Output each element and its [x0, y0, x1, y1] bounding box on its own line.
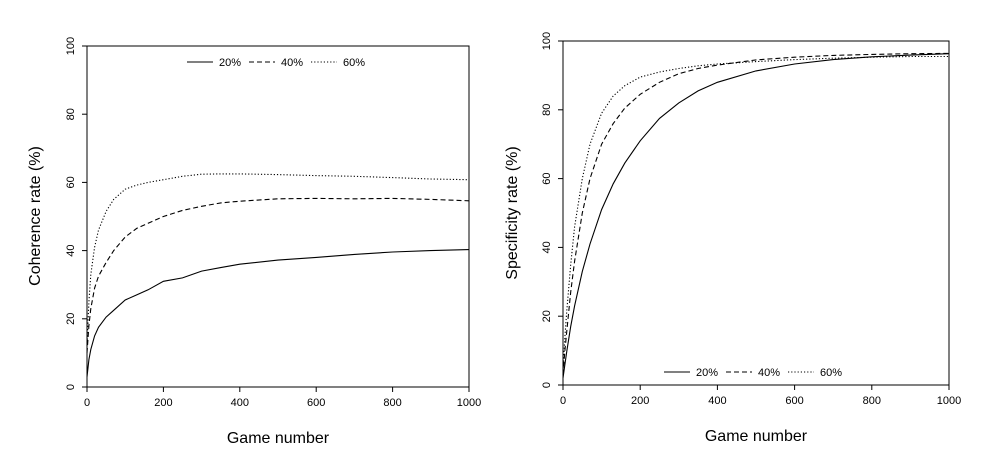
- coherence-chart: 0 200 400 600 800 1000 0 20 40 60 80 100 Game numbe…: [27, 37, 481, 447]
- coherence-y-tick-label: 0: [65, 384, 77, 390]
- specificity-y-tick-label: 100: [541, 32, 553, 50]
- specificity-chart: 0 200 400 600 800 1000 0 20 40 60 80 100 Game numbe…: [504, 32, 961, 445]
- specificity-series-layer: [562, 52, 950, 379]
- coherence-x-tick-label: 600: [307, 397, 325, 409]
- specificity-plot-frame: [562, 40, 950, 386]
- coherence-y-tick-label: 100: [65, 37, 77, 55]
- specificity-y-tick-label: 60: [541, 172, 553, 184]
- coherence-x-tick-label: 0: [84, 397, 90, 409]
- specificity-y-tick-label: 40: [541, 241, 553, 253]
- coherence-series-line-3: [86, 173, 470, 347]
- coherence-y-tick-label: 20: [65, 313, 77, 325]
- coherence-x-tick-label: 1000: [457, 397, 481, 409]
- coherence-x-axis-label: Game number: [227, 430, 330, 447]
- coherence-y-axis-label: Coherence rate (%): [27, 146, 44, 286]
- specificity-legend-label-1: 20%: [696, 367, 718, 379]
- coherence-series-line-1: [86, 249, 470, 377]
- coherence-legend: 20% 40% 60%: [187, 57, 365, 69]
- specificity-x-tick-label: 0: [560, 395, 566, 407]
- specificity-y-tick-label: 20: [541, 310, 553, 322]
- specificity-x-tick-label: 200: [631, 395, 649, 407]
- coherence-ticks-layer: 0 200 400 600 800 1000 0 20 40 60 80 100: [65, 37, 481, 409]
- specificity-series-line-2: [562, 52, 950, 375]
- specificity-y-tick-label: 80: [541, 104, 553, 116]
- coherence-x-tick-label: 800: [383, 397, 401, 409]
- coherence-x-tick-label: 400: [231, 397, 249, 409]
- coherence-y-tick-label: 60: [65, 176, 77, 188]
- specificity-x-tick-label: 400: [708, 395, 726, 407]
- coherence-legend-label-3: 60%: [343, 57, 365, 69]
- coherence-y-tick-label: 40: [65, 244, 77, 256]
- specificity-y-axis-label: Specificity rate (%): [504, 146, 521, 279]
- specificity-x-axis-label: Game number: [705, 428, 808, 445]
- coherence-series-line-2: [86, 197, 470, 353]
- specificity-x-tick-label: 600: [785, 395, 803, 407]
- specificity-legend: 20% 40% 60%: [664, 367, 842, 379]
- specificity-x-tick-label: 800: [863, 395, 881, 407]
- coherence-series-layer: [86, 173, 470, 377]
- specificity-y-tick-label: 0: [541, 382, 553, 388]
- specificity-legend-label-3: 60%: [820, 367, 842, 379]
- coherence-legend-label-2: 40%: [281, 57, 303, 69]
- specificity-legend-label-2: 40%: [758, 367, 780, 379]
- coherence-x-tick-label: 200: [154, 397, 172, 409]
- specificity-series-line-3: [562, 55, 949, 372]
- specificity-x-tick-label: 1000: [937, 395, 961, 407]
- coherence-plot-frame: [86, 45, 470, 388]
- specificity-series-line-1: [562, 53, 950, 379]
- coherence-y-tick-label: 80: [65, 108, 77, 120]
- specificity-ticks-layer: 0 200 400 600 800 1000 0 20 40 60 80 100: [541, 32, 961, 407]
- coherence-legend-label-1: 20%: [219, 57, 241, 69]
